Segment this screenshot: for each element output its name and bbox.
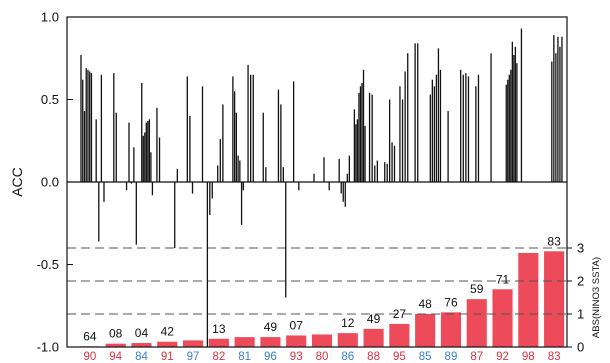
nino3-bar	[182, 340, 204, 347]
nino3-data-label: 04	[135, 326, 149, 340]
year-label: 92	[496, 351, 509, 363]
acc-axis: 1.0 0.5 0.0 -0.5 -1.0	[37, 10, 73, 355]
nino3-bar	[131, 343, 152, 347]
year-label: 88	[367, 351, 380, 363]
nino3-bar	[157, 341, 178, 347]
year-label: 84	[135, 351, 148, 363]
nino3-data-label: 13	[212, 322, 226, 336]
nino3-data-label: 08	[109, 327, 123, 341]
year-label: 97	[187, 351, 200, 363]
year-label: 91	[161, 351, 174, 363]
nino3-data-label: 49	[367, 312, 381, 326]
year-label: 90	[83, 351, 96, 363]
nino3-bar	[311, 334, 333, 347]
nino3-data-label: 48	[418, 297, 432, 311]
year-label: 94	[109, 351, 122, 363]
acc-axis-label: ACC	[9, 167, 25, 197]
nino3-bar	[466, 299, 487, 347]
year-label: 98	[522, 351, 535, 363]
acc-bars	[80, 28, 563, 347]
nino3-data-label: 64	[83, 329, 97, 343]
nino3-data-label: 07	[290, 318, 304, 332]
nino3-bar	[105, 343, 126, 347]
nino3-bar	[492, 289, 513, 347]
nino3-bar	[260, 337, 281, 347]
nino3-tick-label: 0	[577, 340, 584, 355]
year-label: 86	[341, 351, 354, 363]
nino3-bar	[415, 314, 436, 347]
nino3-bar	[363, 328, 384, 347]
year-label: 85	[419, 351, 432, 363]
year-label: 81	[238, 351, 251, 363]
nino3-data-label: 83	[547, 234, 561, 248]
acc-tick-label: -0.5	[37, 257, 59, 272]
nino3-bar	[208, 338, 229, 347]
acc-tick-label: -1.0	[37, 340, 59, 355]
nino3-axis-label: ABS(NINO3 SSTA)	[591, 257, 602, 338]
nino3-data-label: 42	[161, 325, 175, 339]
nino3-bar	[337, 333, 358, 347]
year-label: 80	[316, 351, 329, 363]
nino3-tick-label: 2	[577, 274, 584, 289]
acc-tick-label: 0.0	[41, 175, 59, 190]
year-label: 95	[393, 351, 406, 363]
nino3-data-label: 76	[444, 295, 458, 309]
nino3-gridlines	[67, 247, 567, 315]
nino3-bar	[544, 251, 565, 347]
nino3-data-label: 27	[393, 307, 407, 321]
nino3-tick-label: 1	[577, 307, 584, 322]
year-label: 93	[290, 351, 303, 363]
nino3-data-label: 49	[264, 320, 278, 334]
nino3-bar	[286, 335, 307, 347]
year-label: 87	[470, 351, 483, 363]
year-label: 96	[264, 351, 277, 363]
nino3-axis: 0 1 2 3	[567, 241, 584, 355]
acc-tick-label: 0.5	[41, 92, 59, 107]
nino3-data-labels: 64 08 04 42 13 49 07 12 49 27 48 76 59 71 83	[83, 234, 561, 343]
nino3-data-label: 59	[470, 282, 484, 296]
year-label: 82	[212, 351, 225, 363]
nino3-bar	[518, 252, 539, 347]
year-label: 83	[548, 351, 561, 363]
nino3-data-label: 71	[496, 272, 510, 286]
nino3-bar	[389, 323, 410, 347]
nino3-bars	[79, 251, 565, 347]
year-labels: 90 94 84 91 97 82 81 96 93 80 86 88 95 85 89 87 92 98 83	[83, 351, 560, 363]
nino3-bar	[234, 337, 255, 347]
nino3-tick-label: 3	[577, 241, 584, 256]
year-label: 89	[445, 351, 458, 363]
nino3-data-label: 12	[341, 316, 355, 330]
nino3-bar	[440, 312, 462, 347]
acc-tick-label: 1.0	[41, 10, 59, 25]
